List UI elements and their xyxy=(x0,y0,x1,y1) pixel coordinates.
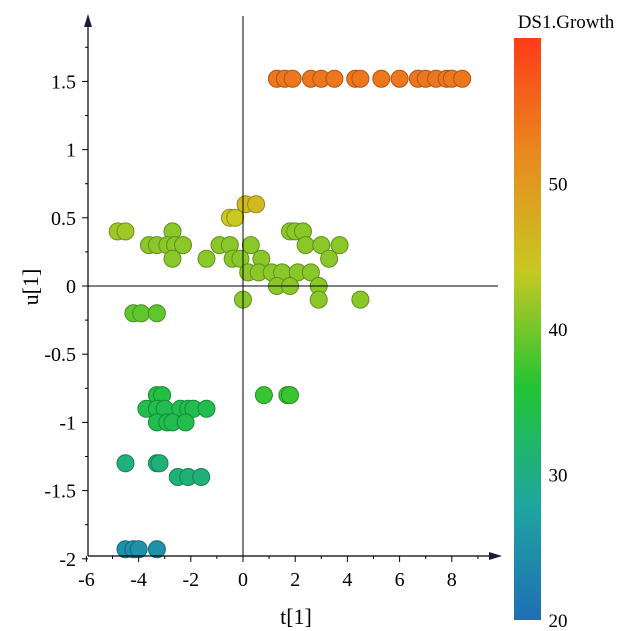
x-tick-label: 2 xyxy=(290,569,300,591)
x-tick-label: 8 xyxy=(447,569,457,591)
x-ticks: -6 -4 -2 0 2 4 6 8 xyxy=(78,556,479,591)
data-point xyxy=(197,249,216,268)
x-tick-label: -6 xyxy=(78,569,95,591)
data-point xyxy=(174,236,192,255)
data-point xyxy=(150,454,169,473)
y-ticks: -2 -1.5 -1 -0.5 0 0.5 1 1.5 xyxy=(44,46,88,571)
data-point xyxy=(390,69,409,88)
data-point xyxy=(116,454,135,473)
data-point xyxy=(283,69,302,88)
x-tick-label: 6 xyxy=(395,569,405,591)
data-point xyxy=(192,468,211,486)
y-tick-label: 0 xyxy=(66,276,76,298)
data-point xyxy=(351,69,370,88)
x-axis-title: t[1] xyxy=(280,604,312,629)
points-layer xyxy=(108,69,472,559)
x-tick-label: 4 xyxy=(342,569,352,591)
y-axis-title: u[1] xyxy=(18,269,43,306)
colorbar xyxy=(514,38,541,620)
data-point xyxy=(453,69,472,88)
data-point xyxy=(281,386,299,405)
colorbar-tick-label: 30 xyxy=(549,466,568,487)
data-point xyxy=(320,249,339,268)
data-point xyxy=(129,540,148,559)
data-point xyxy=(132,304,151,323)
y-tick-label: 0.5 xyxy=(51,208,76,230)
data-point xyxy=(197,399,216,418)
data-point xyxy=(301,263,320,282)
data-point xyxy=(163,249,182,268)
data-point xyxy=(254,386,273,405)
y-tick-label: 1.5 xyxy=(51,71,76,93)
y-tick-label: -2 xyxy=(59,549,76,571)
data-point xyxy=(176,413,195,432)
data-point xyxy=(247,195,266,214)
data-point xyxy=(231,249,250,268)
colorbar-title: DS1.Growth xyxy=(518,12,615,33)
axes-layer xyxy=(84,14,502,560)
colorbar-tick-label: 50 xyxy=(549,175,568,196)
data-point xyxy=(309,290,328,309)
data-point xyxy=(241,236,260,255)
x-axis-arrow xyxy=(489,552,502,560)
x-tick-label: -2 xyxy=(182,569,199,591)
data-point xyxy=(325,69,344,88)
data-point xyxy=(330,236,349,255)
y-tick-label: -1.5 xyxy=(44,481,76,503)
data-point xyxy=(147,540,166,559)
data-point xyxy=(226,208,245,227)
data-point xyxy=(312,236,331,255)
colorbar-tick-label: 40 xyxy=(549,320,568,341)
data-point xyxy=(116,222,135,241)
y-tick-label: -0.5 xyxy=(44,344,76,366)
data-point xyxy=(296,236,315,255)
x-tick-label: 0 xyxy=(238,569,248,591)
colorbar-tick-label: 20 xyxy=(549,611,568,631)
data-point xyxy=(372,69,391,88)
data-point xyxy=(147,304,166,323)
data-point xyxy=(351,290,370,309)
y-tick-label: -1 xyxy=(59,412,76,434)
colorbar-ticks: 20 30 40 50 xyxy=(549,175,568,631)
x-tick-label: -4 xyxy=(130,569,147,591)
y-axis-arrow xyxy=(84,14,92,27)
y-tick-label: 1 xyxy=(66,140,76,162)
